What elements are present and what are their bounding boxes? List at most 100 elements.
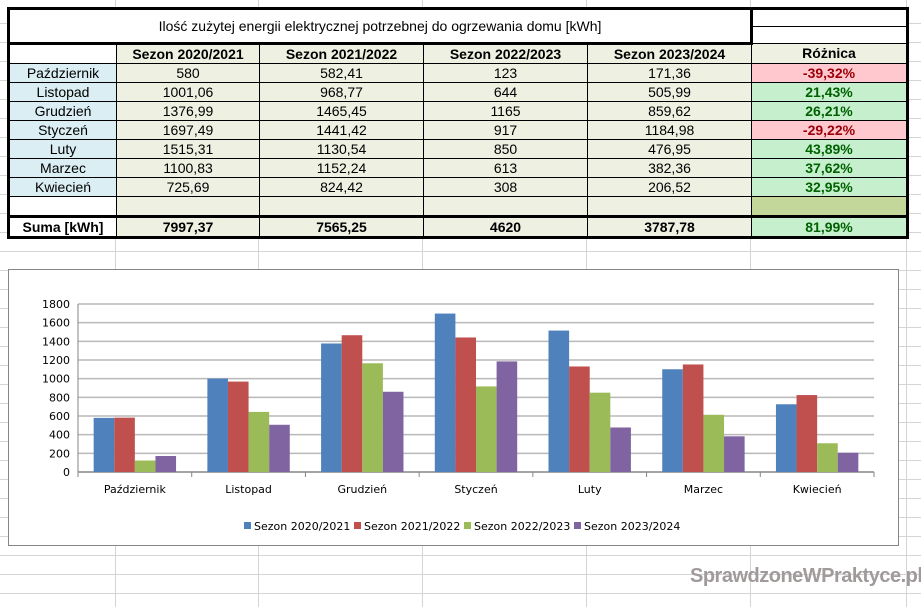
legend-swatch-3	[574, 522, 581, 529]
difference-cell[interactable]: 37,62%	[751, 158, 909, 178]
value-cell[interactable]: 505,99	[587, 82, 752, 102]
bar-3-2	[382, 391, 404, 472]
bar-0-1	[207, 378, 228, 472]
difference-cell[interactable]: 43,89%	[751, 139, 909, 159]
table-row: Październik 580 582,41 123 171,36 -39,32%	[7, 63, 909, 83]
value-cell[interactable]: 613	[423, 158, 588, 178]
value-cell[interactable]: 382,36	[587, 158, 752, 178]
difference-cell[interactable]: 21,43%	[751, 82, 909, 102]
empty-cell[interactable]	[587, 196, 752, 217]
empty-cell[interactable]	[7, 196, 117, 217]
value-cell[interactable]: 580	[116, 63, 260, 83]
value-cell[interactable]: 1001,06	[116, 82, 260, 102]
x-category-label: Grudzień	[337, 483, 387, 496]
value-cell[interactable]: 1165	[423, 101, 588, 121]
column-header[interactable]: Sezon 2022/2023	[423, 43, 588, 64]
value-cell[interactable]: 917	[423, 120, 588, 140]
value-cell[interactable]: 824,42	[259, 177, 424, 197]
value-cell[interactable]: 1130,54	[259, 139, 424, 159]
column-header[interactable]: Różnica	[751, 43, 909, 64]
empty-cell[interactable]	[116, 196, 260, 217]
empty-cell[interactable]	[751, 196, 909, 217]
empty-cell[interactable]	[751, 26, 909, 44]
empty-cell[interactable]	[259, 196, 424, 217]
month-cell[interactable]: Październik	[7, 63, 117, 83]
value-cell[interactable]: 1184,98	[587, 120, 752, 140]
value-cell[interactable]: 968,77	[259, 82, 424, 102]
legend-label: Sezon 2023/2024	[584, 520, 680, 533]
value-cell[interactable]: 1465,45	[259, 101, 424, 121]
energy-table: Ilość zużytej energii elektrycznej potrz…	[7, 6, 909, 239]
difference-cell[interactable]: -29,22%	[751, 120, 909, 140]
bar-3-3	[496, 361, 518, 472]
value-cell[interactable]: 1376,99	[116, 101, 260, 121]
sum-value-cell[interactable]: 3787,78	[587, 215, 752, 239]
table-title[interactable]: Ilość zużytej energii elektrycznej potrz…	[7, 7, 753, 45]
bar-2-3	[476, 386, 497, 472]
sum-label[interactable]: Suma [kWh]	[7, 215, 117, 239]
header-row: Sezon 2020/2021 Sezon 2021/2022 Sezon 2022…	[7, 43, 909, 64]
bar-0-2	[321, 343, 342, 472]
month-cell[interactable]: Marzec	[7, 158, 117, 178]
legend-label: Sezon 2022/2023	[474, 520, 570, 533]
difference-cell[interactable]: -39,32%	[751, 63, 909, 83]
value-cell[interactable]: 1515,31	[116, 139, 260, 159]
bar-3-5	[724, 436, 745, 472]
value-cell[interactable]: 1152,24	[259, 158, 424, 178]
difference-cell[interactable]: 26,21%	[751, 101, 909, 121]
month-cell[interactable]: Listopad	[7, 82, 117, 102]
value-cell[interactable]: 206,52	[587, 177, 752, 197]
legend-label: Sezon 2020/2021	[254, 520, 350, 533]
value-cell[interactable]: 850	[423, 139, 588, 159]
legend-label: Sezon 2021/2022	[364, 520, 460, 533]
x-category-label: Styczeń	[454, 483, 497, 496]
watermark: SprawdzoneWPraktyce.pl	[690, 565, 921, 587]
value-cell[interactable]: 1100,83	[116, 158, 260, 178]
bar-0-0	[93, 417, 115, 472]
y-tick-label: 1200	[42, 354, 70, 367]
value-cell[interactable]: 725,69	[116, 177, 260, 197]
empty-cell[interactable]	[423, 196, 588, 217]
bar-1-3	[455, 337, 476, 472]
value-cell[interactable]: 1697,49	[116, 120, 260, 140]
chart-canvas: 0 200 400 600 800 1000 1200 1400 1600 1800 Paździe…	[42, 298, 875, 533]
bar-1-4	[569, 366, 590, 472]
sum-difference-cell[interactable]: 81,99%	[751, 215, 909, 239]
bar-1-6	[796, 395, 818, 472]
value-cell[interactable]: 1441,42	[259, 120, 424, 140]
bar-0-6	[775, 404, 797, 472]
x-category-label: Luty	[578, 483, 602, 496]
sum-value-cell[interactable]: 4620	[423, 215, 588, 239]
difference-cell[interactable]: 32,95%	[751, 177, 909, 197]
value-cell[interactable]: 171,36	[587, 63, 752, 83]
bar-0-5	[662, 369, 683, 472]
header-empty-cell[interactable]	[7, 43, 117, 64]
bar-0-3	[434, 313, 456, 472]
month-cell[interactable]: Grudzień	[7, 101, 117, 121]
column-header[interactable]: Sezon 2023/2024	[587, 43, 752, 64]
legend-swatch-0	[244, 522, 251, 529]
value-cell[interactable]: 123	[423, 63, 588, 83]
bar-chart[interactable]: 0 200 400 600 800 1000 1200 1400 1600 1800 Paździe…	[8, 269, 899, 546]
y-tick-label: 1800	[42, 298, 70, 311]
month-cell[interactable]: Luty	[7, 139, 117, 159]
column-header[interactable]: Sezon 2020/2021	[116, 43, 260, 64]
value-cell[interactable]: 582,41	[259, 63, 424, 83]
y-tick-label: 200	[49, 447, 70, 460]
column-header[interactable]: Sezon 2021/2022	[259, 43, 424, 64]
empty-cell[interactable]	[751, 6, 909, 28]
value-cell[interactable]: 644	[423, 82, 588, 102]
table-row: Kwiecień 725,69 824,42 308 206,52 32,95%	[7, 177, 909, 197]
month-cell[interactable]: Kwiecień	[7, 177, 117, 197]
value-cell[interactable]: 859,62	[587, 101, 752, 121]
y-tick-label: 1000	[42, 373, 70, 386]
month-cell[interactable]: Styczeń	[7, 120, 117, 140]
bar-2-2	[362, 363, 383, 472]
value-cell[interactable]: 308	[423, 177, 588, 197]
bar-3-1	[269, 424, 290, 472]
table-row: Grudzień 1376,99 1465,45 1165 859,62 26,21%	[7, 101, 909, 121]
bar-3-4	[610, 427, 631, 472]
sum-value-cell[interactable]: 7997,37	[116, 215, 260, 239]
value-cell[interactable]: 476,95	[587, 139, 752, 159]
sum-value-cell[interactable]: 7565,25	[259, 215, 424, 239]
